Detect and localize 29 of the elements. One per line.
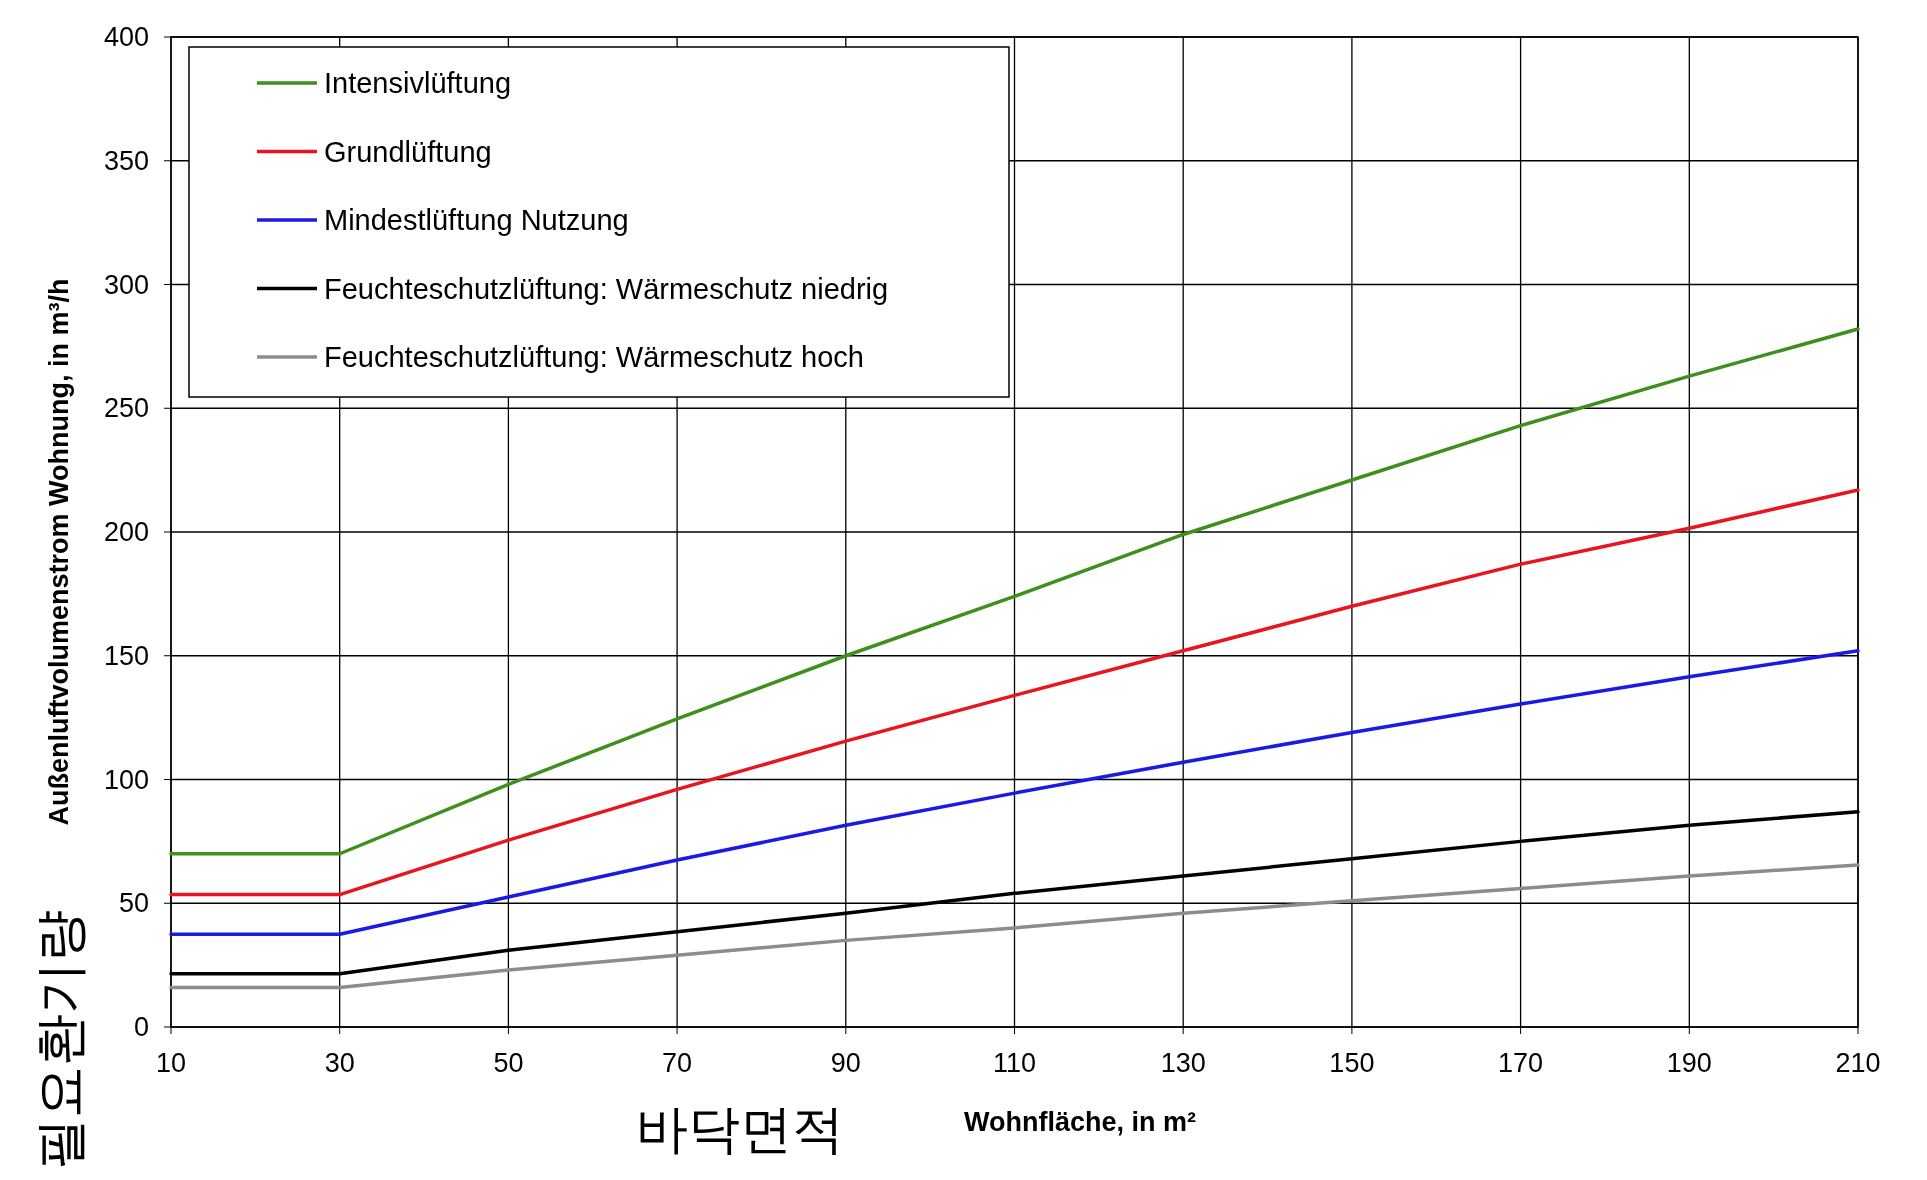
- text: 필요환기량: [31, 910, 89, 1170]
- y-tick-label: 50: [118, 888, 149, 919]
- y-tick-label: 100: [103, 764, 149, 795]
- text: 바닥면적: [636, 1100, 844, 1158]
- x-tick-label: 90: [830, 1048, 861, 1078]
- x-tick-label: 10: [155, 1048, 187, 1078]
- y-tick-label: 200: [103, 517, 149, 547]
- y-tick-label: 150: [103, 640, 149, 671]
- x-tick-label: 130: [1160, 1048, 1206, 1078]
- y-axis-title: Außenluftvolumenstrom Wohnung, in m³/h: [44, 278, 74, 826]
- x-tick-label: 190: [1666, 1048, 1712, 1078]
- y-tick-label: 250: [103, 393, 149, 424]
- legend-label: Mindestlüftung Nutzung: [324, 204, 629, 236]
- x-axis-title: Wohnfläche, in m²: [963, 1107, 1197, 1137]
- x-tick-label: 170: [1498, 1048, 1544, 1078]
- y-tick-label: 350: [103, 145, 149, 176]
- legend-label: Feuchteschutzlüftung: Wärmeschutz hoch: [324, 341, 864, 373]
- legend-label: Feuchteschutzlüftung: Wärmeschutz niedrig: [324, 272, 889, 305]
- y-tick-label: 0: [133, 1012, 149, 1042]
- legend-label: Intensivlüftung: [324, 67, 512, 99]
- x-tick-label: 70: [662, 1048, 693, 1078]
- x-tick-label: 150: [1329, 1048, 1375, 1078]
- x-tick-label: 210: [1835, 1048, 1881, 1078]
- x-tick-label: 50: [493, 1048, 524, 1078]
- legend-label: Grundlüftung: [324, 135, 492, 168]
- y-tick-label: 300: [103, 269, 149, 300]
- x-tick-label: 110: [992, 1048, 1037, 1078]
- x-tick-label: 30: [324, 1048, 355, 1078]
- y-tick-label: 400: [103, 22, 149, 52]
